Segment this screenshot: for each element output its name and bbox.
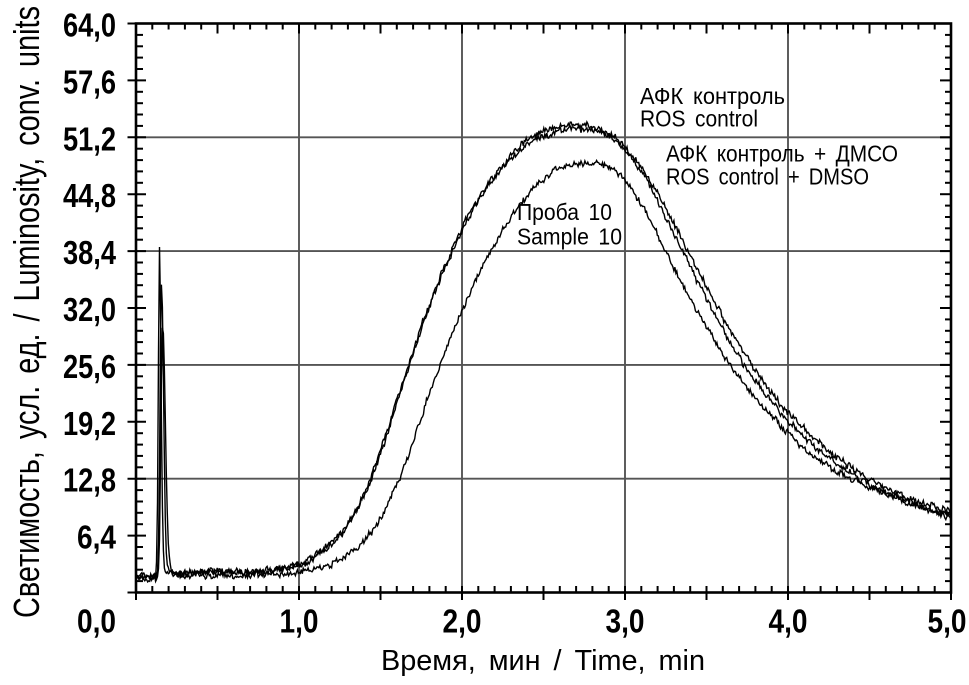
svg-text:Проба 10: Проба 10 (517, 199, 612, 225)
svg-text:3,0: 3,0 (606, 603, 645, 640)
svg-text:1,0: 1,0 (280, 603, 319, 640)
svg-text:51,2: 51,2 (63, 120, 116, 157)
svg-text:44,8: 44,8 (63, 177, 116, 214)
svg-text:Sample 10: Sample 10 (517, 224, 622, 250)
svg-text:19,2: 19,2 (63, 405, 116, 442)
svg-text:6,4: 6,4 (77, 519, 117, 556)
svg-text:2,0: 2,0 (443, 603, 482, 640)
svg-text:Время, мин / Time, min: Время, мин / Time, min (381, 645, 705, 677)
svg-text:32,0: 32,0 (63, 291, 116, 328)
svg-text:0,0: 0,0 (77, 603, 116, 640)
svg-text:57,6: 57,6 (63, 63, 116, 100)
svg-text:АФК контроль: АФК контроль (640, 83, 785, 109)
svg-text:ROS control: ROS control (640, 106, 758, 132)
svg-text:5,0: 5,0 (928, 603, 967, 640)
svg-text:АФК контроль + ДМСО: АФК контроль + ДМСО (666, 141, 898, 167)
svg-text:12,8: 12,8 (63, 462, 116, 499)
svg-text:25,6: 25,6 (63, 348, 116, 385)
svg-text:64,0: 64,0 (63, 7, 116, 44)
svg-text:38,4: 38,4 (63, 234, 117, 271)
svg-text:4,0: 4,0 (769, 603, 808, 640)
svg-text:Светимость, усл. ед. / Luminos: Светимость, усл. ед. / Luminosity, conv.… (6, 6, 47, 618)
svg-text:ROS control + DMSO: ROS control + DMSO (666, 164, 869, 190)
